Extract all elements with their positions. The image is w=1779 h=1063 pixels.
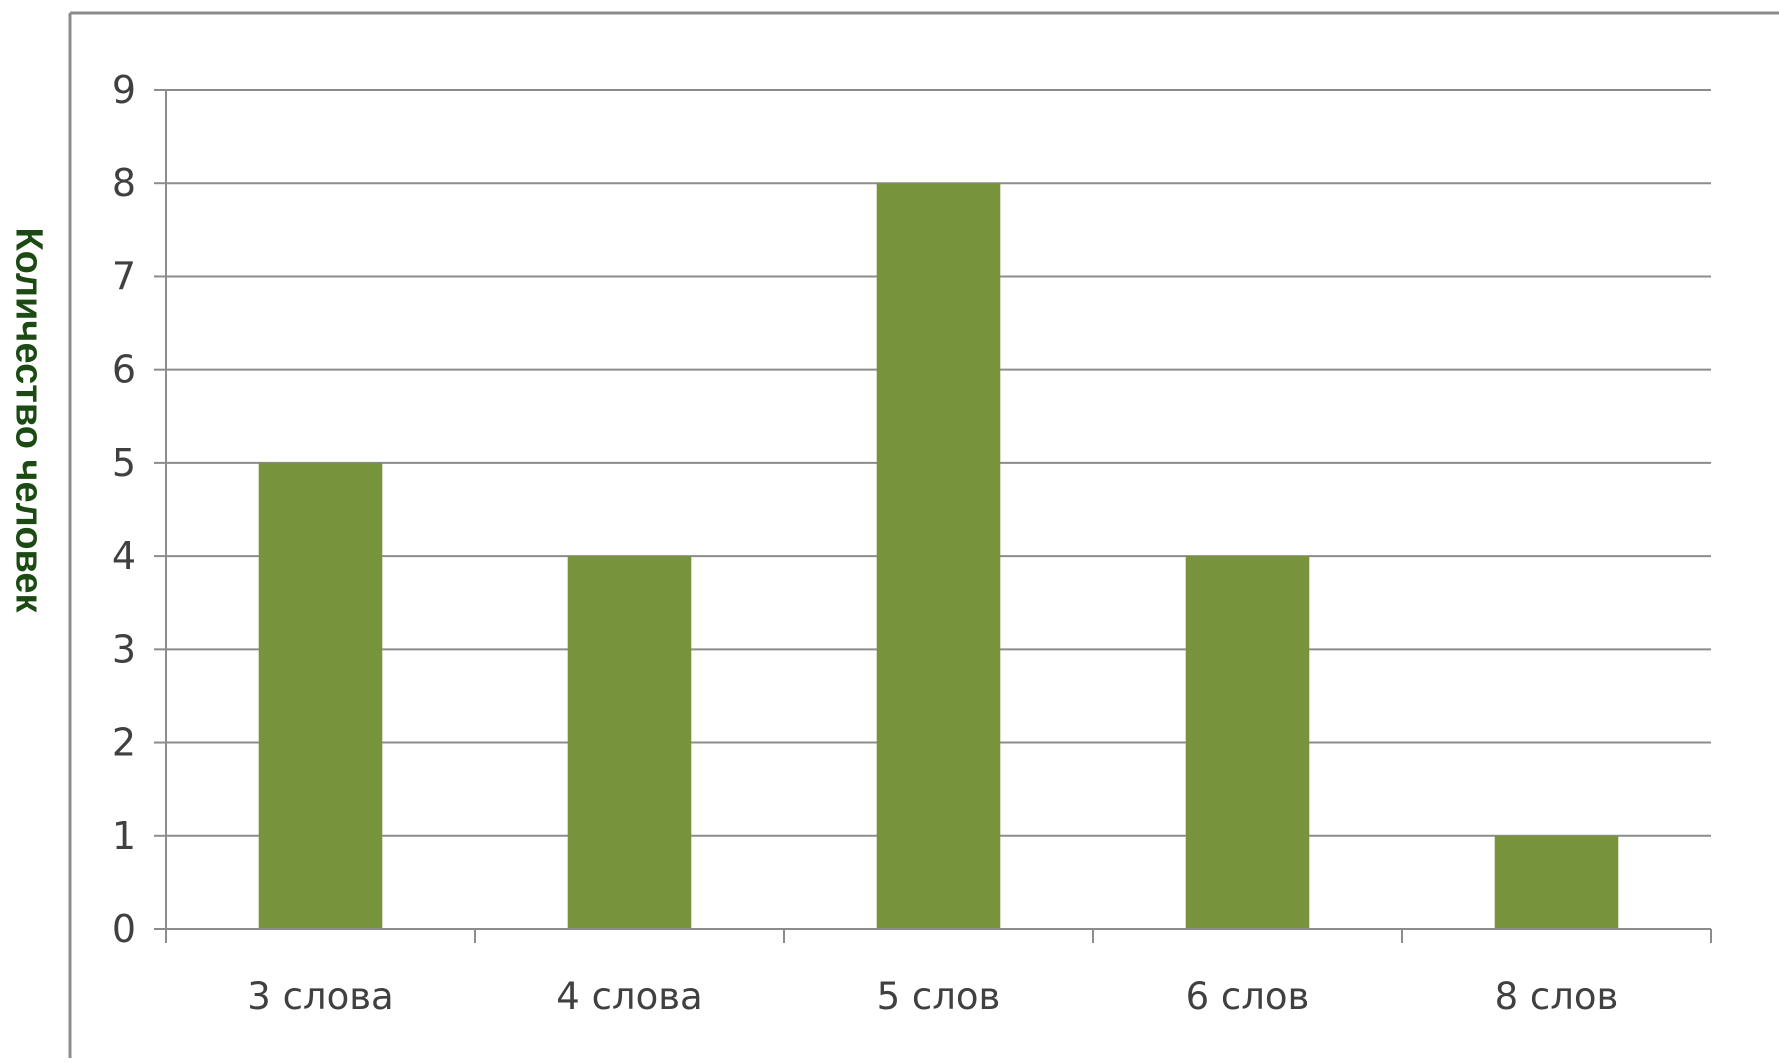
bar xyxy=(567,556,692,929)
y-tick-label: 9 xyxy=(112,68,136,112)
y-tick-label: 7 xyxy=(112,254,136,298)
y-tick-label: 2 xyxy=(112,721,136,765)
bar xyxy=(1185,556,1310,929)
y-tick-label: 8 xyxy=(112,161,136,205)
x-tick-label: 3 слова xyxy=(247,975,393,1018)
axes xyxy=(154,89,1712,943)
y-tick-label: 4 xyxy=(112,534,136,578)
bars xyxy=(258,183,1619,929)
y-tick-label: 0 xyxy=(112,907,136,951)
y-axis-label: Количество человек xyxy=(7,227,50,613)
bar xyxy=(1494,835,1619,929)
bar xyxy=(258,462,383,929)
x-tick-labels: 3 слова 4 слова 5 слов 6 слов 8 слов xyxy=(247,975,1618,1018)
chart-frame xyxy=(68,11,1779,1058)
x-tick-label: 5 слов xyxy=(877,975,1001,1018)
y-tick-label: 5 xyxy=(112,441,136,485)
x-tick-label: 4 слова xyxy=(556,975,702,1018)
y-tick-label: 6 xyxy=(112,348,136,392)
bar xyxy=(876,183,1001,929)
x-tick-label: 6 слов xyxy=(1186,975,1310,1018)
y-tick-label: 3 xyxy=(112,627,136,671)
y-tick-labels: 0 1 2 3 4 5 6 7 8 9 xyxy=(112,68,136,951)
y-tick-label: 1 xyxy=(112,814,136,858)
x-tick-label: 8 слов xyxy=(1495,975,1619,1018)
